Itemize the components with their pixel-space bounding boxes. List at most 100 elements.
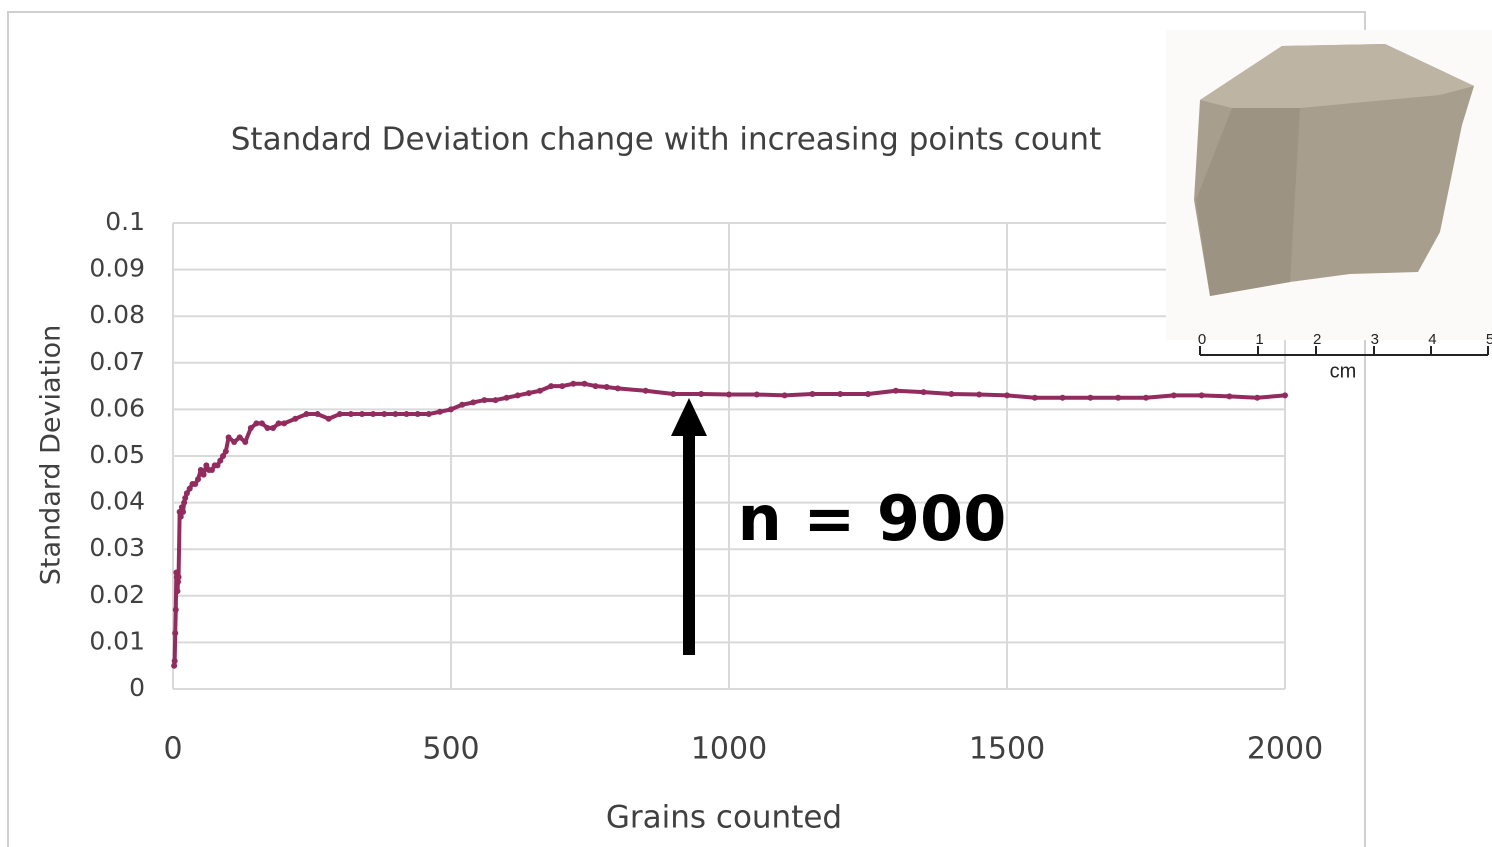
data-point <box>603 384 610 391</box>
data-point <box>175 574 182 581</box>
data-point <box>247 425 254 432</box>
data-point <box>253 420 260 427</box>
data-point <box>270 425 277 432</box>
data-point <box>177 513 184 520</box>
data-point <box>670 391 677 398</box>
scale-label: 1 <box>1255 331 1263 348</box>
data-point <box>1254 394 1261 401</box>
data-point <box>220 453 227 459</box>
data-point <box>231 439 238 446</box>
y-tick-label: 0.1 <box>105 207 145 236</box>
x-tick-label: 2000 <box>1247 732 1323 767</box>
data-point <box>225 434 232 441</box>
scale-label: 0 <box>1198 331 1206 348</box>
data-point <box>370 411 377 418</box>
data-point <box>809 391 816 398</box>
data-point <box>173 569 180 576</box>
data-point <box>1170 392 1177 399</box>
data-point <box>242 439 249 446</box>
data-point <box>303 411 310 418</box>
plot-area: 0 0.01 0.02 0.03 0.04 0.05 0.06 0.07 0.08 0.09 0.1… <box>89 207 1323 767</box>
data-point <box>726 391 732 398</box>
data-point <box>1226 393 1233 400</box>
scale-label: 2 <box>1313 331 1321 348</box>
data-point <box>481 397 488 404</box>
data-point <box>258 420 265 427</box>
data-point <box>186 485 193 492</box>
data-point <box>865 391 871 398</box>
data-point <box>325 415 332 422</box>
scale-unit: cm <box>1330 360 1357 382</box>
data-point <box>892 387 899 394</box>
scale-label: 5 <box>1486 331 1492 348</box>
data-point <box>1143 394 1149 401</box>
y-tick-label: 0.05 <box>89 440 145 469</box>
data-point <box>314 411 321 418</box>
data-point <box>197 466 204 473</box>
annotation-arrow <box>671 398 707 655</box>
x-tick-label: 1000 <box>691 732 767 767</box>
chart-title: Standard Deviation change with increasin… <box>231 122 1101 158</box>
data-point <box>614 385 621 392</box>
data-point <box>171 662 178 669</box>
data-point <box>1004 392 1010 399</box>
data-point <box>514 392 521 399</box>
x-tick-label: 500 <box>422 732 479 767</box>
data-point <box>548 383 555 390</box>
y-tick-label: 0.03 <box>89 533 145 562</box>
rock-face <box>1196 108 1300 296</box>
y-tick-label: 0 <box>129 673 145 702</box>
data-point <box>195 476 202 483</box>
data-point <box>264 425 271 432</box>
y-tick-label: 0.09 <box>89 254 145 283</box>
data-point <box>448 406 454 413</box>
data-point <box>642 387 649 394</box>
data-point <box>236 434 243 441</box>
data-point <box>1198 392 1205 399</box>
data-point <box>559 383 566 390</box>
data-point <box>214 462 221 469</box>
data-point <box>208 466 215 473</box>
data-point <box>347 411 354 418</box>
data-point <box>698 391 705 398</box>
data-point <box>203 462 210 469</box>
data-point <box>837 391 844 398</box>
data-point <box>180 508 187 515</box>
data-point <box>581 380 588 387</box>
data-point <box>359 411 366 418</box>
data-point <box>570 380 577 387</box>
data-point <box>753 391 760 398</box>
data-point <box>336 411 343 418</box>
data-point <box>525 390 532 397</box>
data-point <box>592 383 599 390</box>
data-point <box>174 588 181 595</box>
data-point <box>183 490 190 497</box>
data-point <box>1059 394 1066 401</box>
data-point <box>459 401 466 408</box>
data-point <box>182 494 189 501</box>
y-tick-label: 0.08 <box>89 300 145 329</box>
data-point <box>392 411 399 418</box>
data-point <box>275 420 282 427</box>
scale-label: 4 <box>1428 331 1436 348</box>
data-point <box>403 411 410 418</box>
data-point <box>470 399 477 406</box>
data-point <box>181 499 188 506</box>
annotation: n = 900 <box>738 482 1007 555</box>
x-tick-label: 1500 <box>969 732 1045 767</box>
data-point <box>222 448 229 455</box>
data-point <box>414 411 421 418</box>
data-point <box>178 504 185 511</box>
data-point <box>536 387 543 394</box>
data-point <box>781 392 788 399</box>
data-point <box>976 391 983 398</box>
data-point <box>948 391 955 398</box>
inset-photo: 0 1 2 3 4 5 cm <box>1166 30 1492 382</box>
data-point <box>492 397 499 404</box>
y-tick-label: 0.07 <box>89 347 145 376</box>
data-point <box>172 630 179 637</box>
scale-bar <box>1199 346 1489 356</box>
arrow-head <box>671 398 707 436</box>
data-point <box>200 471 207 478</box>
